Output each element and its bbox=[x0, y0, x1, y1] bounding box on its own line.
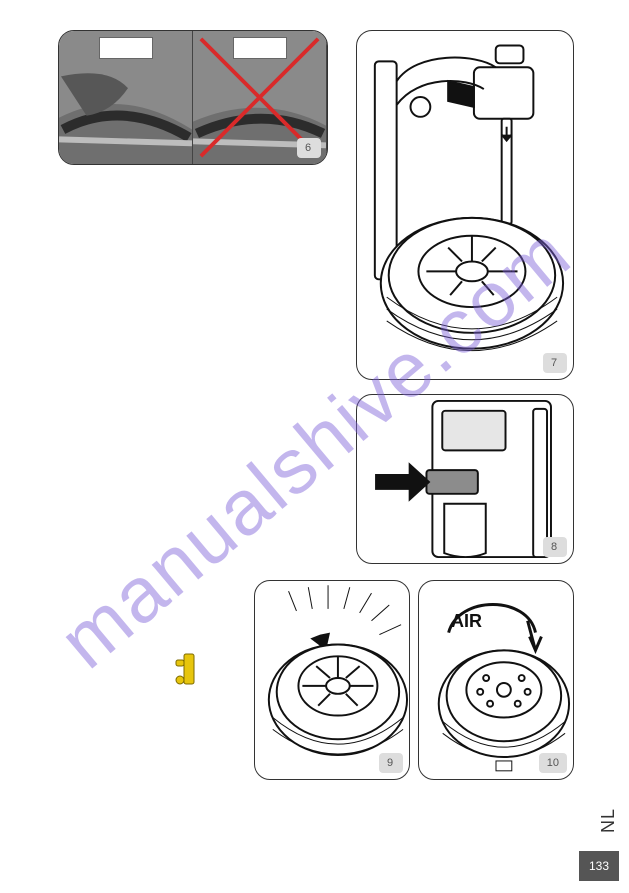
panel-badge-machine: 7 bbox=[543, 353, 567, 373]
air-label: AIR bbox=[451, 611, 482, 632]
panel-badge-air: 10 bbox=[539, 753, 567, 773]
panel-tire-air: AIR 10 bbox=[418, 580, 574, 780]
tire-bead-correct-illustration bbox=[59, 31, 192, 164]
panel-tire-burst: 9 bbox=[254, 580, 410, 780]
panel-badge-burst: 9 bbox=[379, 753, 403, 773]
caution-clamp-icon bbox=[174, 650, 200, 690]
panel-badge-pair: 6 bbox=[297, 138, 321, 158]
arrow-down-right-icon bbox=[285, 599, 330, 650]
panel-bead-seat-pair: 6 bbox=[58, 30, 328, 165]
photo-correct-seat bbox=[59, 31, 193, 164]
page-number-tab: 133 bbox=[579, 851, 619, 881]
tire-burst-illustration bbox=[255, 581, 409, 779]
tire-changer-machine-illustration bbox=[357, 31, 573, 379]
panel-button-press: 8 bbox=[356, 394, 574, 564]
panel-tire-machine: 7 bbox=[356, 30, 574, 380]
machine-button-illustration bbox=[357, 395, 573, 563]
arrow-right-icon bbox=[375, 462, 430, 502]
language-label: NL bbox=[598, 808, 619, 833]
tire-air-inflation-illustration bbox=[419, 581, 573, 779]
panel-badge-button: 8 bbox=[543, 537, 567, 557]
